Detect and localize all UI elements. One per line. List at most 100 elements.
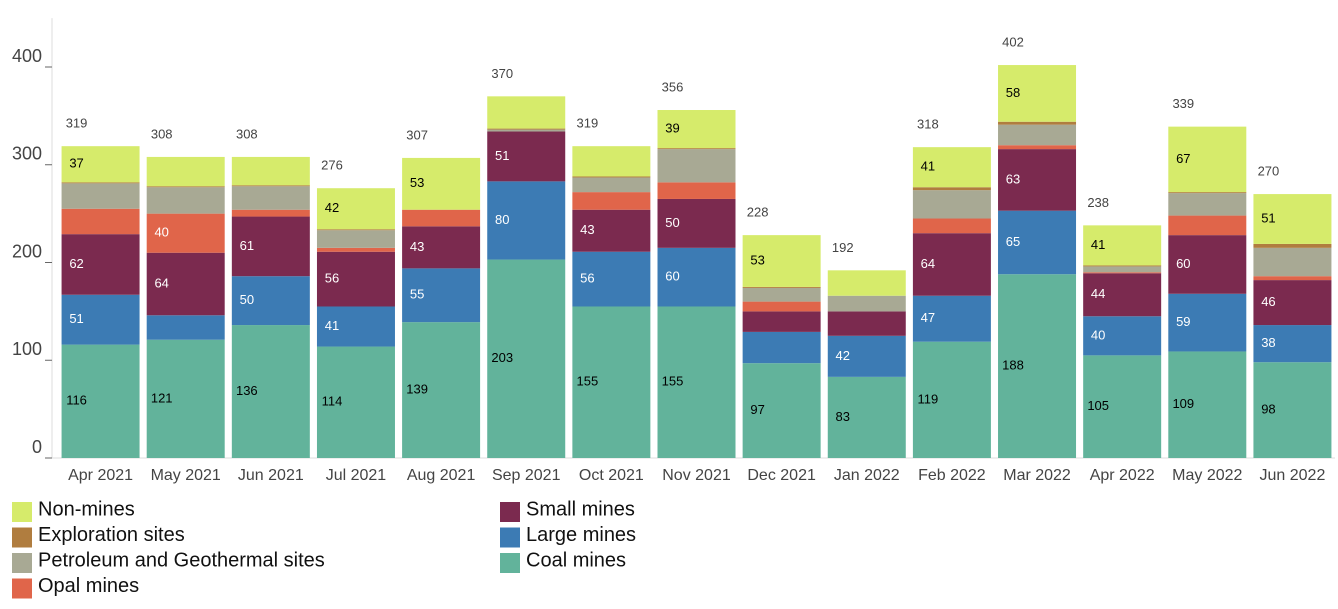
total-label: 318: [917, 117, 939, 132]
bar-segment: [146, 315, 225, 340]
segment-label: 116: [66, 393, 87, 408]
y-tick-label: 0: [32, 437, 42, 457]
bar-segment: [998, 149, 1077, 211]
bar-segment: [742, 286, 821, 288]
segment-label: 80: [495, 212, 509, 227]
segment-label: 65: [1006, 234, 1020, 249]
bar-segment: [231, 209, 310, 217]
legend-swatch: [500, 553, 520, 573]
bar-segment: [1083, 316, 1162, 356]
bar-segment: [487, 129, 566, 132]
y-tick-label: 400: [12, 46, 42, 66]
x-tick-label: Apr 2021: [68, 467, 133, 484]
segment-label: 51: [69, 311, 83, 326]
bar-segment: [1168, 235, 1247, 294]
bar-segment: [742, 287, 821, 302]
segment-label: 42: [325, 200, 339, 215]
bar-segment: [912, 190, 991, 219]
x-tick-label: Jun 2022: [1260, 467, 1326, 484]
bar-segment: [316, 247, 395, 252]
x-tick-label: Apr 2022: [1090, 467, 1155, 484]
bar-segment: [912, 187, 991, 191]
segment-label: 43: [410, 239, 424, 254]
bar-segment: [1253, 325, 1332, 363]
total-label: 308: [236, 126, 258, 141]
bar-segment: [146, 213, 225, 253]
x-tick-label: Jan 2022: [834, 467, 900, 484]
legend-swatch: [12, 502, 32, 522]
legend-swatch: [12, 578, 32, 599]
bar-segment: [572, 251, 651, 307]
bar-segment: [231, 185, 310, 187]
bar-segment: [402, 268, 481, 323]
segment-label: 139: [406, 382, 428, 397]
segment-label: 58: [1006, 85, 1020, 100]
segment-label: 43: [580, 222, 594, 237]
bar-segment: [742, 363, 821, 458]
segment-label: 56: [580, 271, 594, 286]
segment-label: 64: [154, 275, 168, 290]
bar-segment: [61, 294, 140, 345]
x-tick-label: Dec 2021: [747, 467, 816, 484]
bar-segment: [61, 208, 140, 235]
bar-segment: [1083, 273, 1162, 317]
total-label: 228: [747, 205, 769, 220]
bar-segment: [402, 226, 481, 269]
bar-segment: [146, 339, 225, 458]
bar-segment: [1168, 126, 1247, 193]
bar-segment: [316, 188, 395, 230]
bar-segment: [1083, 272, 1162, 274]
segment-label: 60: [665, 269, 679, 284]
segment-label: 119: [918, 391, 939, 406]
bar-segment: [316, 229, 395, 231]
segment-label: 98: [1261, 402, 1275, 417]
bar-segment: [1168, 351, 1247, 458]
segment-label: 53: [410, 175, 424, 190]
bar-segment: [827, 295, 906, 312]
bar-segment: [1168, 192, 1247, 194]
bar-segment: [487, 96, 566, 129]
segment-label: 61: [240, 238, 254, 253]
bar-segment: [572, 176, 651, 178]
legend-swatch: [500, 502, 520, 522]
bar-segment: [61, 344, 140, 458]
x-tick-label: Sep 2021: [492, 467, 561, 484]
segment-label: 97: [750, 402, 764, 417]
bar-segment: [657, 306, 736, 458]
bar-segment: [827, 335, 906, 377]
total-label: 339: [1172, 96, 1194, 111]
bar-segment: [572, 306, 651, 458]
segment-label: 59: [1176, 314, 1190, 329]
legend-swatch: [12, 553, 32, 573]
bar-segment: [487, 131, 566, 182]
x-tick-label: May 2022: [1172, 467, 1242, 484]
bar-segment: [998, 65, 1077, 122]
segment-label: 188: [1002, 358, 1024, 373]
bar-segment: [657, 110, 736, 149]
total-label: 192: [832, 240, 854, 255]
total-label: 356: [662, 79, 684, 94]
legend-label: Coal mines: [526, 549, 626, 571]
segment-label: 83: [836, 409, 850, 424]
y-tick-label: 100: [12, 339, 42, 359]
bar-segment: [1083, 355, 1162, 458]
bar-segment: [316, 251, 395, 307]
x-tick-label: Nov 2021: [662, 467, 731, 484]
segment-label: 51: [1261, 210, 1275, 225]
segment-label: 155: [662, 374, 684, 389]
bar-segment: [146, 252, 225, 316]
bar-segment: [1083, 225, 1162, 266]
bar-segment: [231, 216, 310, 277]
segment-label: 203: [491, 350, 513, 365]
segment-label: 105: [1087, 398, 1109, 413]
total-label: 270: [1258, 164, 1280, 179]
segment-label: 41: [1091, 237, 1105, 252]
segment-label: 51: [495, 148, 509, 163]
total-label: 238: [1087, 195, 1109, 210]
bar-segment: [1253, 243, 1332, 248]
bar-segment: [402, 209, 481, 227]
segment-label: 55: [410, 287, 424, 302]
bar-segment: [742, 311, 821, 332]
legend-label: Petroleum and Geothermal sites: [38, 549, 325, 571]
